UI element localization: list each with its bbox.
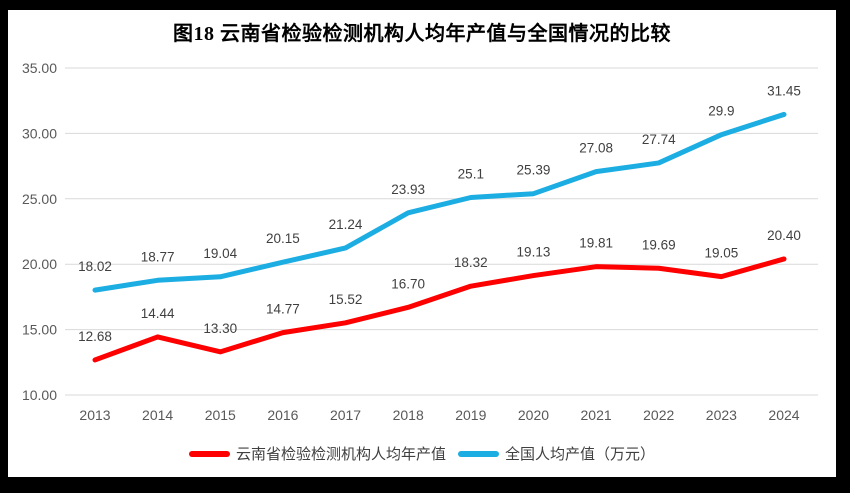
svg-text:25.00: 25.00 [22, 191, 57, 207]
svg-text:18.77: 18.77 [141, 249, 175, 264]
svg-text:14.44: 14.44 [141, 306, 175, 321]
series-line-0 [92, 256, 787, 363]
x-axis-tick-labels: 2013 2014 2015 2016 2017 2018 2019 2020 2021 2022… [79, 407, 799, 423]
svg-text:2020: 2020 [518, 407, 549, 423]
chart-panel: 10.00 15.00 20.00 25.00 30.00 35.00 2013 2014 20… [8, 10, 836, 477]
series-data-labels-0: 12.68 14.44 13.30 14.77 15.52 16.70 18.32 19.13… [78, 228, 801, 344]
chart-legend: 云南省检验检测机构人均年产值 全国人均产值（万元） [8, 443, 836, 464]
svg-text:23.93: 23.93 [391, 182, 425, 197]
svg-text:2018: 2018 [393, 407, 424, 423]
red-line-legend-icon [188, 450, 230, 457]
svg-text:2016: 2016 [267, 407, 298, 423]
svg-text:14.77: 14.77 [266, 302, 300, 317]
series-data-labels-1: 18.02 18.77 19.04 20.15 21.24 23.93 25.1 25.39 2… [78, 83, 801, 274]
svg-text:12.68: 12.68 [78, 329, 112, 344]
svg-text:19.81: 19.81 [579, 236, 613, 251]
gridlines [65, 67, 818, 396]
svg-text:29.9: 29.9 [708, 104, 734, 119]
legend-item-yunnan: 云南省检验检测机构人均年产值 [188, 443, 446, 464]
legend-label-yunnan: 云南省检验检测机构人均年产值 [235, 446, 446, 463]
svg-text:2015: 2015 [205, 407, 236, 423]
svg-text:25.39: 25.39 [517, 163, 551, 178]
svg-text:20.00: 20.00 [22, 256, 57, 272]
svg-text:19.05: 19.05 [704, 246, 738, 261]
svg-text:18.32: 18.32 [454, 255, 488, 270]
svg-text:2024: 2024 [768, 407, 799, 423]
svg-text:15.00: 15.00 [22, 322, 57, 338]
series-line-1 [92, 111, 787, 293]
blue-line-legend-icon [458, 450, 499, 457]
y-axis-tick-labels: 10.00 15.00 20.00 25.00 30.00 35.00 [22, 60, 57, 403]
svg-text:31.45: 31.45 [767, 83, 801, 98]
svg-text:25.1: 25.1 [458, 166, 484, 181]
svg-text:13.30: 13.30 [203, 321, 237, 336]
svg-text:35.00: 35.00 [22, 60, 57, 76]
svg-text:18.02: 18.02 [78, 259, 112, 274]
svg-text:10.00: 10.00 [22, 387, 57, 403]
svg-text:2021: 2021 [581, 407, 612, 423]
svg-text:20.40: 20.40 [767, 228, 801, 243]
svg-text:21.24: 21.24 [329, 217, 363, 232]
chart-title: 图18 云南省检验检测机构人均年产值与全国情况的比较 [173, 23, 671, 45]
svg-text:2014: 2014 [142, 407, 173, 423]
svg-text:19.04: 19.04 [203, 246, 237, 261]
svg-text:2022: 2022 [643, 407, 674, 423]
svg-text:15.52: 15.52 [329, 292, 363, 307]
svg-text:20.15: 20.15 [266, 231, 300, 246]
legend-label-national: 全国人均产值（万元） [505, 446, 656, 463]
svg-text:2013: 2013 [79, 407, 110, 423]
svg-text:16.70: 16.70 [391, 276, 425, 291]
svg-text:2023: 2023 [706, 407, 737, 423]
svg-text:19.69: 19.69 [642, 237, 676, 252]
svg-text:2019: 2019 [455, 407, 486, 423]
legend-item-national: 全国人均产值（万元） [458, 443, 655, 464]
svg-text:27.74: 27.74 [642, 132, 676, 147]
svg-text:30.00: 30.00 [22, 125, 57, 141]
svg-text:19.13: 19.13 [517, 245, 551, 260]
svg-text:27.08: 27.08 [579, 141, 613, 156]
svg-text:2017: 2017 [330, 407, 361, 423]
